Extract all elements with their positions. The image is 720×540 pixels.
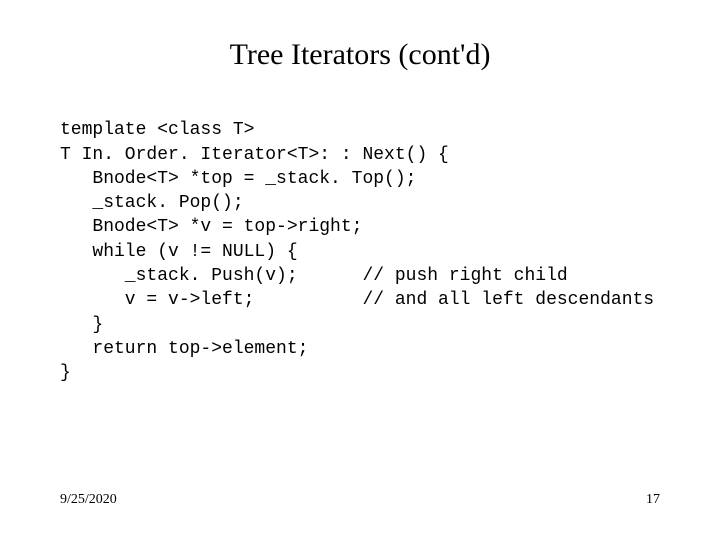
code-line: _stack. Push(v); // push right child: [60, 266, 568, 286]
code-line: }: [60, 363, 71, 383]
code-line: while (v != NULL) {: [60, 242, 298, 262]
code-line: Bnode<T> *v = top->right;: [60, 217, 362, 237]
code-line: v = v->left; // and all left descendants: [60, 290, 654, 310]
code-line: return top->element;: [60, 339, 308, 359]
code-line: Bnode<T> *top = _stack. Top();: [60, 169, 416, 189]
code-line: }: [60, 315, 103, 335]
code-block: template <class T> T In. Order. Iterator…: [0, 94, 720, 410]
code-line: _stack. Pop();: [60, 193, 244, 213]
code-line: T In. Order. Iterator<T>: : Next() {: [60, 145, 449, 165]
slide-title: Tree Iterators (cont'd): [0, 0, 720, 94]
footer-date: 9/25/2020: [60, 492, 117, 508]
slide: Tree Iterators (cont'd) template <class …: [0, 0, 720, 540]
code-line: template <class T>: [60, 120, 254, 140]
footer-page-number: 17: [646, 492, 660, 508]
